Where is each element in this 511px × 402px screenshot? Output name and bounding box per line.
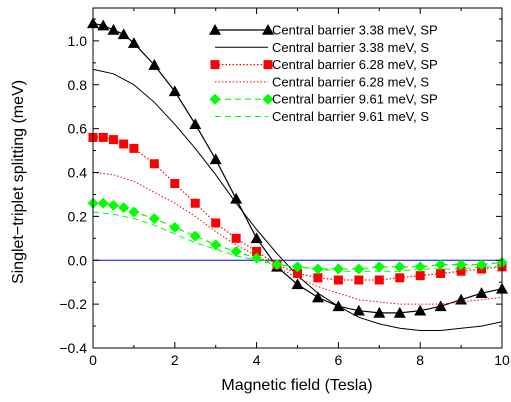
series-line	[93, 136, 503, 281]
data-point	[127, 37, 140, 48]
data-point	[394, 261, 406, 273]
legend-marker	[210, 60, 220, 70]
data-point	[129, 143, 139, 153]
x-tick-label: 10	[494, 352, 510, 368]
data-point	[210, 239, 222, 251]
data-point	[332, 263, 344, 275]
x-tick-label: 8	[416, 352, 424, 368]
data-point	[189, 118, 202, 130]
series-layer	[87, 17, 508, 331]
legend-marker	[263, 60, 273, 70]
y-tick-label: −0.2	[59, 296, 87, 312]
y-tick-label: 0.4	[68, 165, 88, 181]
legend-label: Central barrier 9.61 meV, SP	[272, 92, 438, 107]
data-point	[373, 261, 385, 273]
data-point	[119, 139, 129, 149]
data-point	[97, 19, 110, 31]
data-point	[414, 304, 427, 316]
data-point	[414, 261, 426, 273]
data-point	[374, 275, 384, 285]
data-point	[128, 206, 140, 218]
data-point	[108, 135, 118, 145]
series-line	[92, 211, 502, 272]
data-point	[230, 192, 243, 204]
data-point	[118, 202, 130, 214]
data-point	[436, 268, 446, 278]
data-point	[455, 259, 467, 271]
series-4	[92, 172, 503, 305]
data-point	[252, 246, 262, 256]
legend-item-1: Central barrier 3.38 meV, SP	[209, 23, 438, 38]
x-tick-label: 2	[171, 352, 179, 368]
data-point	[189, 230, 201, 242]
data-point	[250, 232, 263, 244]
data-point	[333, 275, 343, 285]
series-line	[92, 172, 503, 305]
data-point	[97, 197, 109, 209]
data-point	[354, 275, 364, 285]
data-point	[455, 293, 468, 305]
data-point	[475, 287, 488, 298]
legend-marker	[209, 93, 221, 105]
data-point	[149, 159, 159, 169]
data-point	[373, 306, 386, 318]
legend-item-4: Central barrier 6.28 meV, S	[215, 74, 429, 89]
data-point	[148, 213, 160, 225]
legend-label: Central barrier 6.28 meV, SP	[272, 57, 438, 72]
data-point	[117, 28, 130, 40]
x-tick-label: 4	[253, 352, 261, 368]
data-point	[435, 259, 447, 271]
data-point	[415, 271, 425, 281]
x-tick-label: 0	[89, 352, 97, 368]
data-point	[107, 23, 120, 35]
data-point	[209, 153, 222, 165]
data-point	[168, 85, 181, 97]
y-tick-label: 0.6	[68, 121, 88, 137]
legend-label: Central barrier 9.61 meV, S	[272, 109, 429, 124]
data-point	[353, 263, 365, 275]
y-tick-label: 0.2	[68, 208, 88, 224]
data-point	[230, 245, 242, 257]
series-5	[87, 197, 508, 275]
data-point	[293, 268, 302, 278]
x-axis-label: Magnetic field (Tesla)	[221, 377, 372, 394]
legend-item-3: Central barrier 6.28 meV, SP	[210, 57, 438, 72]
x-tick-label: 6	[335, 352, 343, 368]
y-tick-label: 0.0	[68, 252, 88, 268]
data-point	[291, 278, 304, 290]
y-tick-label: −0.4	[59, 340, 87, 356]
legend: Central barrier 3.38 meV, SP Central barr…	[209, 23, 438, 124]
legend-marker	[262, 93, 274, 105]
y-tick-label: 0.8	[68, 77, 88, 93]
y-tick-label: 1.0	[68, 33, 88, 49]
data-point	[311, 291, 324, 303]
data-point	[148, 59, 161, 70]
data-point	[190, 198, 200, 208]
legend-label: Central barrier 3.38 meV, S	[272, 40, 429, 55]
legend-marker	[209, 24, 221, 35]
data-point	[393, 306, 406, 318]
data-point	[211, 218, 221, 228]
data-point	[169, 221, 181, 233]
series-line	[93, 202, 503, 270]
data-point	[434, 300, 447, 312]
data-point	[352, 304, 365, 316]
legend-marker	[262, 24, 274, 35]
y-axis-label: Singlet−triplet splitting (meV)	[10, 80, 27, 284]
legend-item-5: Central barrier 9.61 meV, SP	[209, 92, 438, 107]
legend-item-6: Central barrier 9.61 meV, S	[215, 109, 429, 124]
data-point	[313, 273, 323, 283]
data-point	[395, 273, 405, 283]
legend-label: Central barrier 6.28 meV, S	[272, 74, 429, 89]
legend-item-2: Central barrier 3.38 meV, S	[215, 40, 429, 55]
data-point	[107, 199, 119, 211]
ticks-layer: 0 2 4 6 8 10 −0.4 −0.2 0.0 0.2 0.4 0.6 0.8 1.0	[59, 8, 510, 368]
data-point	[170, 178, 180, 188]
data-point	[456, 266, 466, 276]
data-point	[98, 132, 108, 142]
legend-label: Central barrier 3.38 meV, SP	[272, 23, 438, 38]
series-6	[92, 211, 502, 272]
data-point	[231, 233, 241, 243]
